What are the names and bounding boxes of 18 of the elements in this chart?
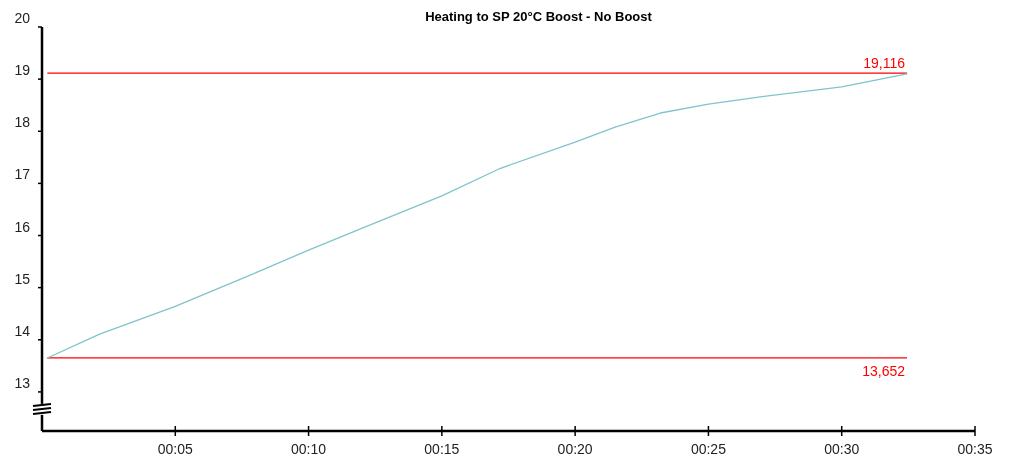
x-tick-label: 00:35 <box>957 441 993 457</box>
x-tick-label: 00:30 <box>824 441 860 457</box>
x-tick-label: 00:20 <box>557 441 593 457</box>
x-tick-label: 00:05 <box>157 441 194 457</box>
y-tick-label: 16 <box>14 218 31 235</box>
y-tick-label: 18 <box>14 114 31 131</box>
y-tick-label: 20 <box>14 10 31 26</box>
y-tick-label: 17 <box>14 166 31 183</box>
ref-line-label: 13,652 <box>862 362 906 379</box>
y-tick-label: 15 <box>14 270 31 287</box>
x-tick-label: 00:10 <box>291 441 327 457</box>
chart-title: Heating to SP 20°C Boost - No Boost <box>425 9 653 24</box>
y-tick-label: 14 <box>14 322 31 339</box>
y-tick-label: 13 <box>14 374 31 391</box>
x-tick-label: 00:25 <box>690 441 727 457</box>
y-tick-label: 19 <box>14 62 31 79</box>
x-tick-label: 00:15 <box>424 441 460 457</box>
ref-line-label: 19,116 <box>863 55 906 72</box>
